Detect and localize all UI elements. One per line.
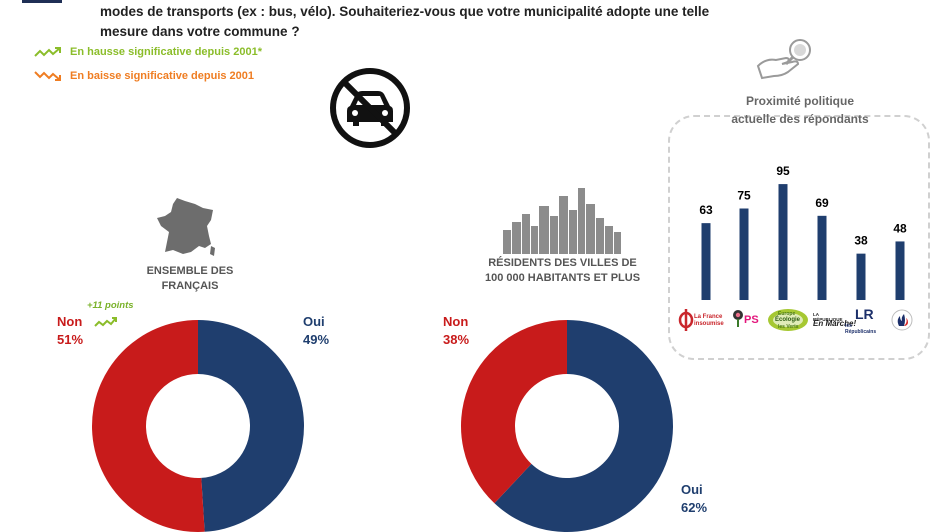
- bar-value-label-2: 75: [737, 189, 751, 203]
- right-oui-text: Oui: [681, 482, 703, 497]
- lr-text-1: les: [845, 323, 852, 329]
- right-non-value: 38%: [443, 332, 470, 347]
- bar-3: [778, 184, 788, 300]
- left-non-text: Non: [57, 314, 83, 329]
- trend-down-icon: [34, 71, 61, 81]
- right-label-line-1: RÉSIDENTS DES VILLES DE: [488, 257, 637, 269]
- bar-value-label-1: 63: [699, 203, 713, 217]
- bar-value-label-4: 69: [815, 196, 829, 210]
- no-car-icon: [328, 66, 412, 150]
- panel-title-line-2: actuelle des répondants: [731, 112, 869, 126]
- right-oui-label: Oui 62%: [681, 481, 707, 517]
- left-section-label: ENSEMBLE DES FRANÇAIS: [120, 264, 260, 294]
- donut-left-non-segment: [91, 320, 205, 532]
- legend-up-label: En hausse significative depuis 2001*: [70, 46, 262, 58]
- bar-4: [817, 215, 827, 300]
- donut-chart-right: [460, 320, 673, 532]
- political-bar-chart: 63 75 95 69 38 48: [699, 164, 907, 300]
- right-non-text: Non: [443, 314, 469, 329]
- phi-icon: [678, 309, 694, 331]
- bar-value-label-5: 38: [854, 234, 868, 248]
- france-map-icon: [157, 198, 215, 256]
- rn-text: RN: [790, 208, 792, 209]
- left-label-line-2: FRANÇAIS: [161, 280, 219, 292]
- lrem-text-2: En Marche!: [813, 319, 857, 328]
- eelv-text-2: Écologie: [775, 317, 801, 323]
- hand-magnifier-icon: [756, 39, 811, 80]
- sunflower-icon: [768, 309, 808, 331]
- logo-eelv: Europe Écologie les Verts: [766, 306, 810, 334]
- points-trend-up-icon: [94, 317, 117, 327]
- donut-chart-left: [91, 320, 304, 532]
- right-label-line-2: 100 000 HABITANTS ET PLUS: [484, 272, 641, 284]
- bar-value-label-6: 48: [893, 221, 907, 235]
- left-non-label: Non 51%: [57, 313, 83, 349]
- city-skyline-icon: [503, 188, 621, 254]
- eelv-text-3: les Verts: [778, 324, 799, 330]
- panel-title-line-1: Proximité politique: [745, 94, 854, 108]
- donut-right-oui-segment: [494, 320, 673, 532]
- donut-right-non-segment: [460, 320, 567, 504]
- logo-lr: LR les Républicains: [845, 306, 885, 336]
- panel-title: Proximité politique actuelle des réponda…: [700, 92, 900, 128]
- question-line-1: modes de transports (ex : bus, vélo). So…: [100, 4, 710, 19]
- right-oui-value: 62%: [681, 500, 708, 515]
- legend-down: En baisse significative depuis 2001: [34, 70, 254, 82]
- lfi-text-1: La France: [694, 314, 723, 320]
- bar-2: [739, 208, 749, 300]
- bar-5: [856, 253, 866, 300]
- legend-down-label: En baisse significative depuis 2001: [70, 70, 255, 82]
- political-proximity-panel: [668, 115, 930, 360]
- rose-icon: [733, 310, 743, 327]
- logo-ps: PS: [731, 306, 765, 334]
- ps-text: PS: [744, 314, 759, 326]
- right-non-label: Non 38%: [443, 313, 469, 349]
- right-section-label: RÉSIDENTS DES VILLES DE 100 000 HABITANT…: [470, 256, 655, 286]
- left-points-annotation: +11 points: [87, 300, 134, 311]
- logo-rn: RN: [790, 208, 914, 332]
- survey-question: modes de transports (ex : bus, vélo). So…: [100, 2, 750, 42]
- question-line-2: mesure dans votre commune ?: [100, 24, 300, 39]
- left-non-value: 51%: [57, 332, 84, 347]
- lfi-text-2: insoumise: [694, 321, 724, 327]
- donut-left-oui-segment: [198, 320, 304, 532]
- trend-up-icon: [34, 47, 61, 57]
- left-oui-text: Oui: [303, 314, 325, 329]
- lrem-text-1: LA RÉPUBLIQUE: [813, 312, 843, 322]
- bar-1: [701, 223, 711, 300]
- left-oui-label: Oui 49%: [303, 313, 329, 349]
- logo-lfi: La France insoumise: [676, 306, 732, 334]
- left-oui-value: 49%: [303, 332, 330, 347]
- logo-lrem: LA RÉPUBLIQUE En Marche!: [811, 306, 856, 334]
- left-label-line-1: ENSEMBLE DES: [146, 265, 234, 277]
- bar-value-label-3: 95: [776, 164, 790, 178]
- lr-mark: LR: [855, 306, 874, 322]
- bar-6: [895, 241, 905, 300]
- flame-icon: [891, 309, 913, 331]
- header-accent-bar: [22, 0, 62, 3]
- eelv-text-1: Europe: [778, 311, 796, 317]
- legend-up: En hausse significative depuis 2001*: [34, 46, 262, 58]
- lr-text-2: Républicains: [845, 329, 877, 335]
